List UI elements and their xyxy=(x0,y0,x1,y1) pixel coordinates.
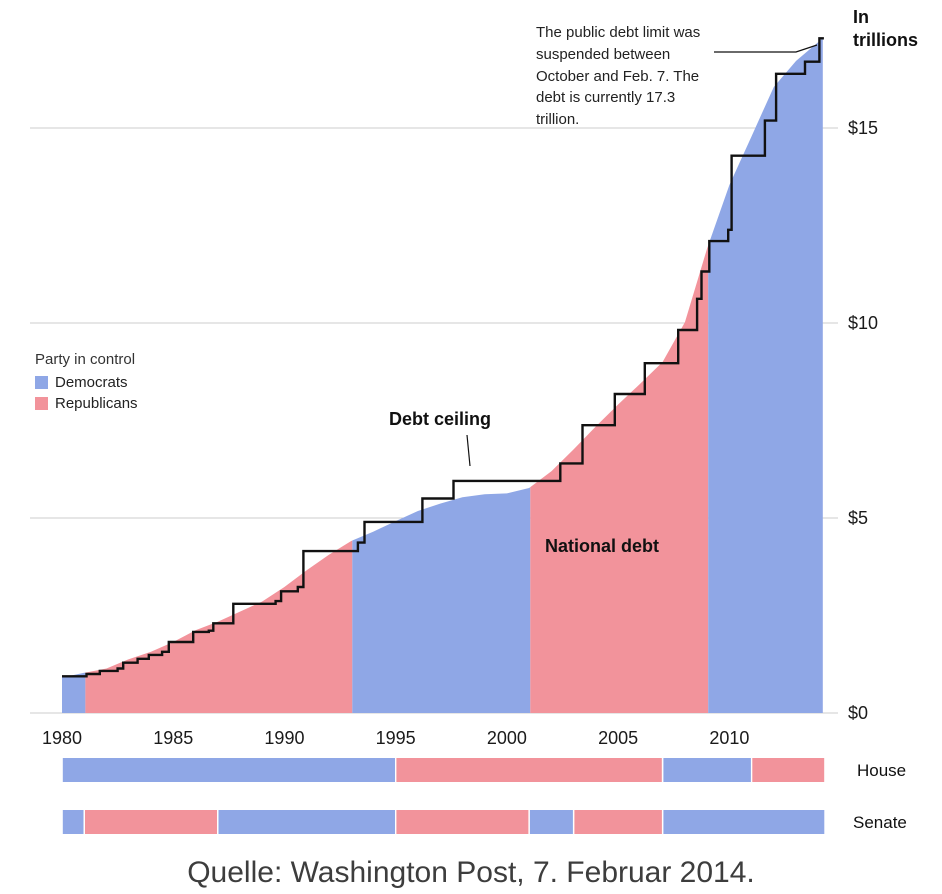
x-tick-label: 2005 xyxy=(598,728,638,748)
republicans-swatch-icon xyxy=(35,397,48,410)
legend-item-republicans: Republicans xyxy=(35,395,138,412)
y-tick-label: $5 xyxy=(848,508,868,528)
senate-bar-segment xyxy=(663,810,825,834)
national-debt-area xyxy=(530,245,709,713)
house-bar-segment xyxy=(396,758,662,782)
legend: Party in control Democrats Republicans xyxy=(35,351,138,412)
x-tick-label: 1990 xyxy=(264,728,304,748)
senate-bar-segment xyxy=(396,810,529,834)
national-debt-area xyxy=(62,672,86,713)
x-tick-label: 2000 xyxy=(487,728,527,748)
senate-bar-segment xyxy=(574,810,662,834)
house-bar-label: House xyxy=(857,761,907,780)
national-debt-label: National debt xyxy=(545,536,660,556)
national-debt-area xyxy=(85,540,353,713)
y-tick-label: $15 xyxy=(848,118,878,138)
national-debt-area xyxy=(352,487,531,713)
debt-ceiling-line xyxy=(62,37,824,678)
national-debt-area xyxy=(708,38,823,714)
x-tick-label: 1995 xyxy=(376,728,416,748)
y-tick-label: $10 xyxy=(848,313,878,333)
legend-label-democrats: Democrats xyxy=(55,374,128,391)
house-bar-segment xyxy=(663,758,751,782)
annotation-text: The public debt limit was suspended betw… xyxy=(536,24,701,128)
y-axis-title: In trillions xyxy=(853,7,919,50)
debt-ceiling-label: Debt ceiling xyxy=(389,409,492,429)
x-tick-label: 1980 xyxy=(42,728,82,748)
senate-bar-segment xyxy=(62,810,84,834)
annotation-leader-line xyxy=(714,44,818,53)
source-caption: Quelle: Washington Post, 7. Februar 2014… xyxy=(187,856,755,889)
legend-item-democrats: Democrats xyxy=(35,374,138,391)
legend-label-republicans: Republicans xyxy=(55,395,138,412)
democrats-swatch-icon xyxy=(35,376,48,389)
senate-bar-label: Senate xyxy=(853,813,907,832)
y-tick-label: $0 xyxy=(848,703,868,723)
x-tick-label: 1985 xyxy=(153,728,193,748)
senate-bar-segment xyxy=(85,810,217,834)
legend-title: Party in control xyxy=(35,351,136,368)
debt-ceiling-leader-line xyxy=(466,434,471,467)
x-tick-label: 2010 xyxy=(709,728,749,748)
house-bar-segment xyxy=(62,758,396,782)
house-bar-segment xyxy=(752,758,825,782)
senate-bar-segment xyxy=(218,810,395,834)
senate-bar-segment xyxy=(529,810,573,834)
